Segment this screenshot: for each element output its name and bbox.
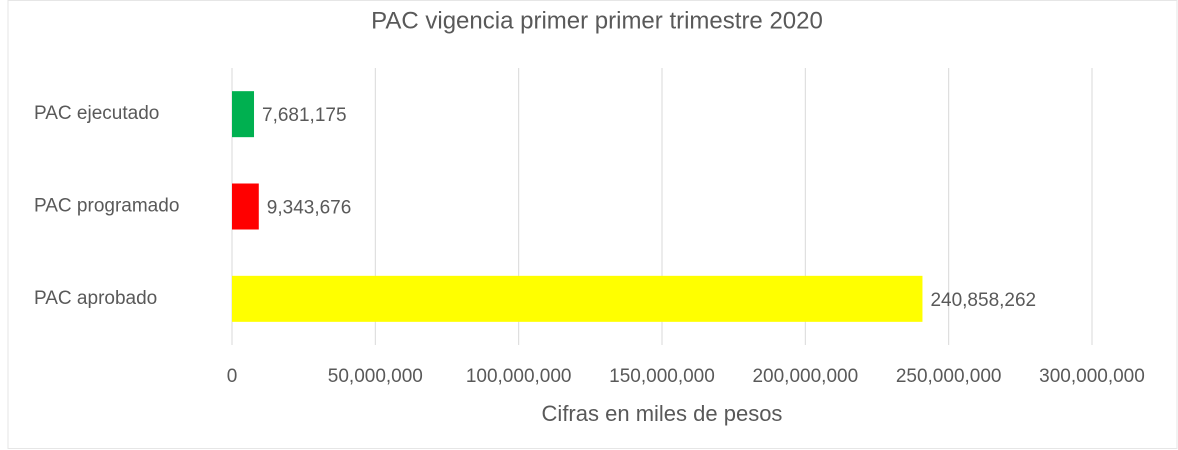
x-tick-label: 200,000,000 xyxy=(752,366,858,387)
x-tick-label: 0 xyxy=(227,366,238,387)
y-tick-label: PAC aprobado xyxy=(34,288,157,309)
chart-title: PAC vigencia primer primer trimestre 202… xyxy=(371,7,823,34)
chart-frame xyxy=(7,0,1178,449)
data-label: 240,858,262 xyxy=(930,290,1036,311)
x-tick-label: 50,000,000 xyxy=(328,366,423,387)
data-label: 9,343,676 xyxy=(267,198,352,219)
bar xyxy=(232,91,255,138)
x-tick-label: 300,000,000 xyxy=(1039,366,1145,387)
bar xyxy=(232,275,923,322)
y-tick-label: PAC programado xyxy=(34,196,179,217)
x-axis-title: Cifras en miles de pesos xyxy=(542,401,783,426)
x-tick-label: 250,000,000 xyxy=(896,366,1002,387)
data-label: 7,681,175 xyxy=(262,105,347,126)
y-tick-label: PAC ejecutado xyxy=(34,103,159,124)
bar xyxy=(232,183,259,230)
x-tick-label: 100,000,000 xyxy=(466,366,572,387)
x-tick-label: 150,000,000 xyxy=(609,366,715,387)
